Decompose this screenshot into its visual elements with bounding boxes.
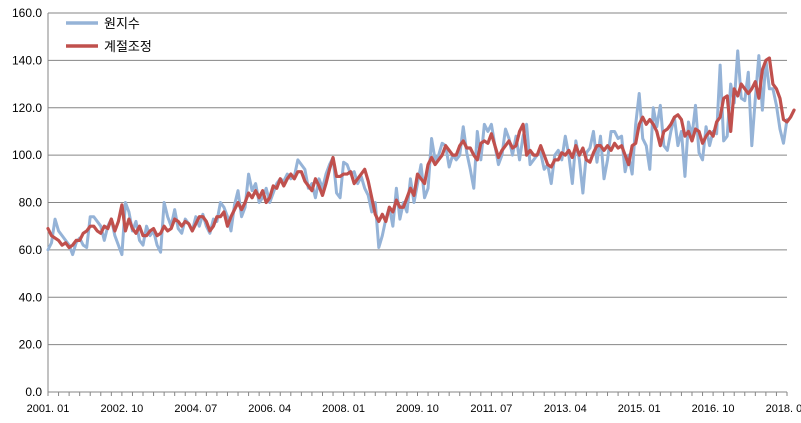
y-tick-label: 140.0	[12, 53, 42, 67]
y-tick-label: 160.0	[12, 6, 42, 20]
legend-label-original: 원지수	[104, 17, 140, 32]
gridlines	[48, 12, 787, 346]
x-tick-label: 2018. 07	[766, 403, 801, 415]
series-lines	[46, 49, 796, 257]
y-tick-label: 120.0	[12, 101, 42, 115]
x-tick-label: 2008. 01	[322, 403, 365, 415]
x-tick-label: 2015. 01	[618, 403, 661, 415]
series-line-original	[46, 49, 789, 257]
x-tick-label: 2006. 04	[248, 403, 291, 415]
y-tick-label: 80.0	[19, 196, 43, 210]
y-tick-label: 0.0	[25, 385, 42, 399]
x-tick-label: 2009. 10	[396, 403, 439, 415]
legend-label-seasonal: 계절조정	[104, 40, 152, 55]
x-tick-label: 2011. 07	[470, 403, 512, 415]
y-tick-label: 40.0	[19, 290, 43, 304]
y-tick-labels: 0.0 20.0 40.0 60.0 80.0 100.0 120.0 140.0 160.0	[12, 6, 42, 399]
series-line-seasonal	[46, 56, 796, 250]
x-tick-label: 2013. 04	[544, 403, 587, 415]
x-tick-label: 2002. 10	[100, 403, 143, 415]
x-tick-labels: 2001. 01 2002. 10 2004. 07 2006. 04 2008. 01…	[27, 403, 801, 415]
x-tick-label: 2016. 10	[692, 403, 735, 415]
y-tick-label: 20.0	[19, 338, 43, 352]
x-tick-label: 2004. 07	[174, 403, 217, 415]
legend: 원지수 계절조정	[66, 17, 152, 55]
y-tick-label: 60.0	[19, 243, 43, 257]
y-tick-label: 100.0	[12, 148, 42, 162]
axes	[47, 13, 788, 396]
x-tick-label: 2001. 01	[27, 403, 70, 415]
